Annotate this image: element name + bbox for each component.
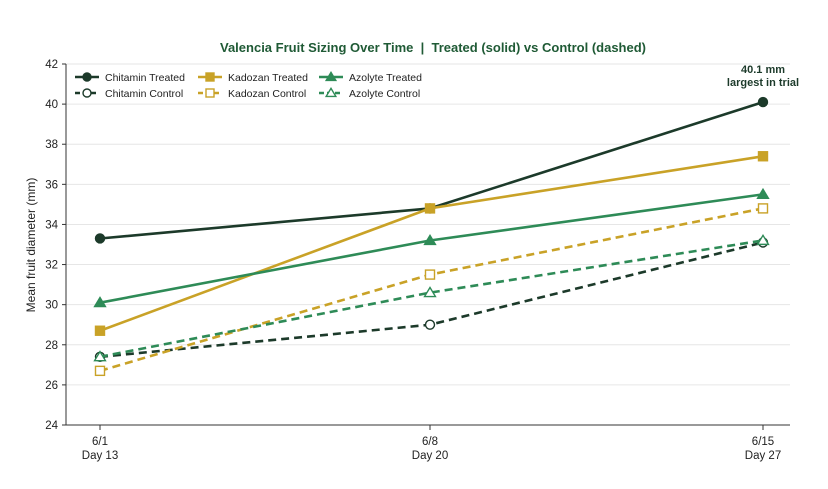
y-tick-label-32: 32 bbox=[45, 260, 58, 272]
point-kadozan-control-1 bbox=[424, 269, 436, 280]
y-tick-label-36: 36 bbox=[45, 179, 58, 191]
legend-marker-azolyte-control bbox=[324, 87, 338, 98]
point-azolyte-control-1 bbox=[423, 286, 437, 298]
y-tick-label-42: 42 bbox=[45, 59, 58, 71]
point-kadozan-treated-0 bbox=[94, 325, 106, 336]
y-tick-label-26: 26 bbox=[45, 380, 58, 392]
legend-label-chitamin-treated: Chitamin Treated bbox=[105, 72, 185, 84]
point-azolyte-control-2 bbox=[756, 233, 770, 246]
point-chitamin-control-1 bbox=[424, 319, 436, 330]
legend-label-azolyte-treated: Azolyte Treated bbox=[349, 72, 422, 84]
series-line-chitamin-treated bbox=[99, 100, 764, 240]
y-tick-label-24: 24 bbox=[45, 420, 58, 432]
y-tick-label-40: 40 bbox=[45, 99, 58, 111]
annotation-line-1: largest in trial bbox=[727, 77, 799, 89]
point-azolyte-control-0 bbox=[93, 350, 107, 362]
legend-marker-kadozan-control bbox=[205, 88, 215, 98]
x-tick-date-0: 6/1 bbox=[92, 436, 108, 448]
legend-label-azolyte-control: Azolyte Control bbox=[349, 88, 420, 100]
point-azolyte-treated-1 bbox=[423, 233, 437, 246]
x-tick-day-1: Day 20 bbox=[412, 450, 448, 462]
point-kadozan-control-0 bbox=[94, 365, 106, 377]
chart-title: Valencia Fruit Sizing Over Time | Treate… bbox=[220, 40, 646, 55]
point-kadozan-treated-1 bbox=[424, 203, 436, 214]
series-line-azolyte-control bbox=[99, 239, 764, 359]
y-tick-label-28: 28 bbox=[45, 340, 58, 352]
point-azolyte-treated-2 bbox=[756, 187, 770, 199]
legend-label-chitamin-control: Chitamin Control bbox=[105, 88, 183, 100]
y-axis-label: Mean fruit diameter (mm) bbox=[24, 178, 38, 313]
x-tick-date-1: 6/8 bbox=[422, 436, 438, 448]
y-tick-label-38: 38 bbox=[45, 139, 58, 151]
x-tick-date-2: 6/15 bbox=[752, 436, 774, 448]
point-kadozan-treated-2 bbox=[757, 151, 769, 162]
point-kadozan-control-2 bbox=[757, 203, 769, 214]
legend-label-kadozan-control: Kadozan Control bbox=[228, 88, 306, 100]
legend-marker-azolyte-treated bbox=[324, 71, 338, 82]
point-chitamin-treated-2 bbox=[757, 96, 769, 108]
x-tick-day-2: Day 27 bbox=[745, 450, 781, 462]
legend-marker-kadozan-treated bbox=[205, 72, 215, 82]
point-azolyte-treated-0 bbox=[93, 296, 107, 308]
point-chitamin-treated-0 bbox=[94, 233, 106, 244]
series-line-chitamin-control bbox=[99, 241, 764, 359]
legend-label-kadozan-treated: Kadozan Treated bbox=[228, 72, 308, 84]
annotation-line-0: 40.1 mm bbox=[741, 64, 785, 76]
legend-marker-chitamin-treated bbox=[82, 72, 92, 82]
x-tick-day-0: Day 13 bbox=[82, 450, 118, 462]
y-tick-label-34: 34 bbox=[45, 219, 58, 231]
y-tick-label-30: 30 bbox=[45, 300, 58, 312]
legend-marker-chitamin-control bbox=[82, 88, 92, 98]
